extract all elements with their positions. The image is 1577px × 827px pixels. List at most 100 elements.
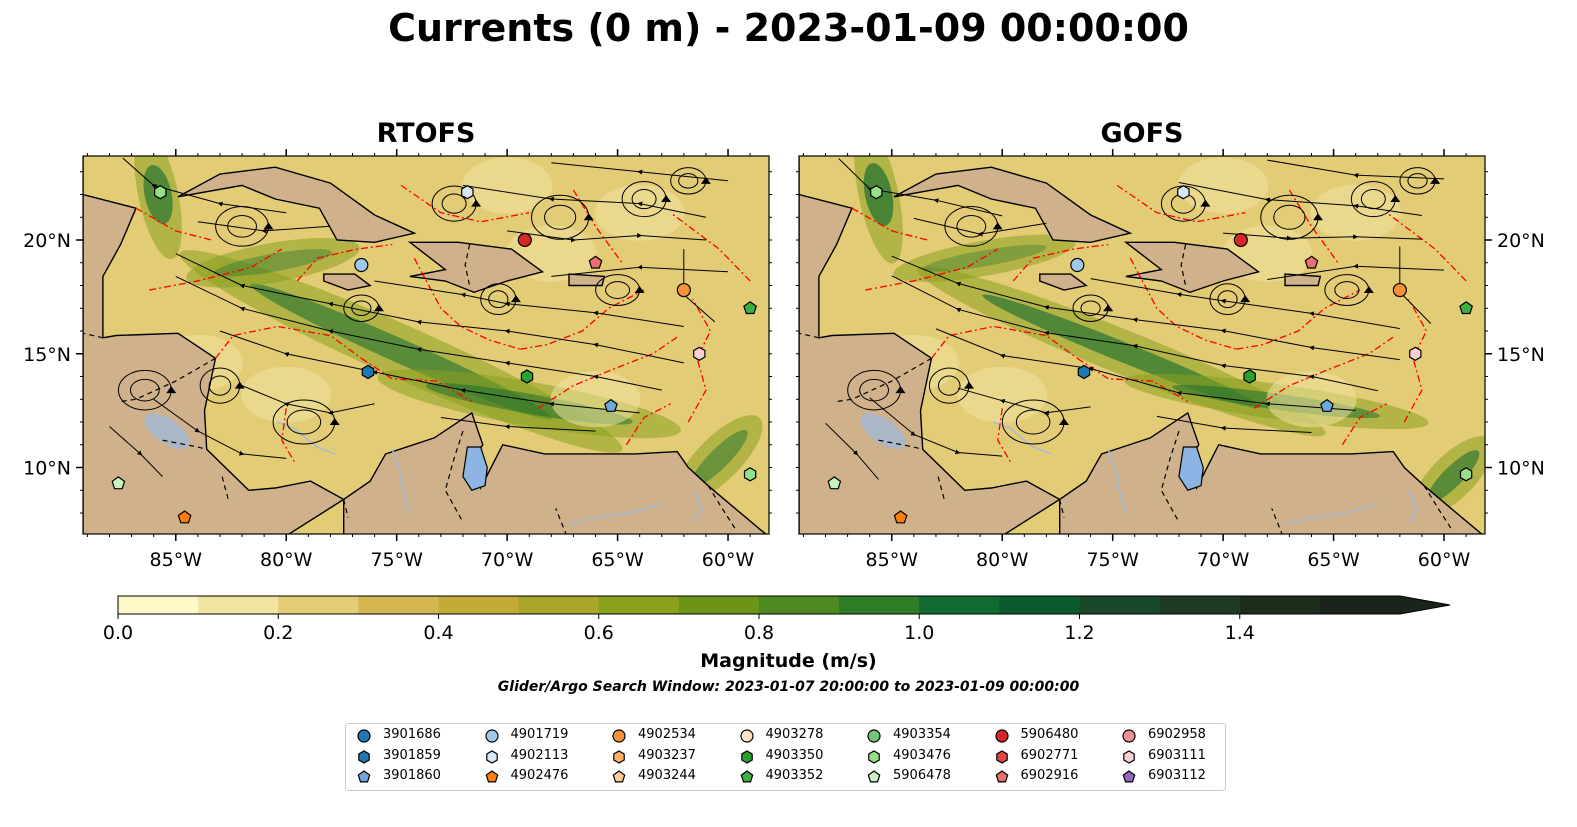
streamline [197,221,331,234]
legend-marker [867,729,881,743]
current-calm-patch [1178,157,1269,214]
current-speed-core [690,429,748,487]
eez-boundary [1403,298,1428,423]
platform-marker [1177,185,1190,200]
platform-marker [743,301,758,315]
streamline-arrow [583,213,594,221]
platform-marker [1409,346,1422,361]
legend-label: 3901859 [383,747,441,763]
circle-marker-icon [739,729,754,743]
colorbar-swatch [759,596,840,614]
map-frame [82,155,770,535]
legend-marker [1123,749,1135,764]
colorbar-tick-label: 1.2 [1064,622,1094,644]
eez-boundary [1012,243,1109,282]
streamline-arrow [992,222,1003,230]
pentagon-marker-icon [995,770,1008,783]
legend-marker [739,729,754,743]
map-panel-rtofs [83,156,769,534]
streamline [1090,278,1400,330]
country-border [836,357,932,403]
streamline-arrow [1058,418,1069,425]
streamline-arrow [471,199,482,207]
panel-title-gofs: GOFS [1100,118,1184,149]
platform-marker [361,364,375,380]
streamline [825,422,879,480]
eddy-streamline [351,300,372,316]
platform-marker [1320,398,1334,412]
hexagon-marker-icon [613,749,625,764]
streamline-arrow [700,176,711,184]
country-border [878,439,923,450]
eez-boundary [149,248,283,291]
colorbar-swatch [278,596,359,614]
legend-label: 4902476 [510,768,569,783]
streamline [507,230,706,243]
colorbar-swatch [358,596,439,614]
eddy-streamline [129,378,160,402]
eez-boundary [296,243,393,282]
river-line [1284,503,1378,526]
pentagon-marker-icon [357,770,371,783]
legend-label: 5906478 [893,768,951,783]
streamline [1223,232,1422,241]
colorbar-tick-label: 0.0 [103,622,133,644]
map-panel-gofs [799,156,1485,534]
hexagon-marker-icon [740,749,753,764]
lake-nicaragua [144,413,190,449]
eez-boundary [625,403,671,446]
platform-marker [676,282,691,298]
streamline [891,255,1400,361]
river-line [568,503,662,526]
current-calm-patch [550,371,641,428]
platform-marker [1392,282,1407,298]
search-window-text: Glider/Argo Search Window: 2023-01-07 20… [497,679,1080,695]
platform-marker [743,467,757,482]
legend-label: 4903476 [893,747,951,763]
legend-label: 6902958 [1148,727,1206,742]
streamline-arrow [510,295,521,303]
colorbar-swatch [1319,596,1401,614]
legend-label: 4903278 [765,727,824,742]
lake-maracaibo [1178,446,1204,491]
legend-label: 4903237 [638,747,696,763]
legend-marker [485,749,498,764]
colorbar-outline [117,595,1451,615]
current-calm-patch [241,366,332,423]
platform-marker [354,257,369,273]
streamline [551,264,729,277]
legend-marker [867,770,881,783]
platform-marker [1070,257,1085,273]
eddy-streamline [956,215,987,238]
lake-maracaibo [462,446,488,491]
lon-tick-label: 60°W [702,549,755,571]
eez-boundary [1253,335,1396,409]
legend-label: 6903112 [1148,768,1206,783]
platform-marker [588,255,603,269]
eddy-streamline [488,290,509,309]
legend-label: 3901686 [383,727,441,742]
lon-tick-label: 75°W [370,549,423,571]
lat-tick-label: 20°N [23,230,71,252]
platform-marker [893,510,908,524]
platform-marker [1304,255,1319,269]
eddy-streamline [678,173,699,189]
streamline [440,417,596,432]
streamline-arrow [661,195,672,203]
hexagon-marker-icon [995,749,1008,764]
legend-label: 5906480 [1020,727,1079,742]
country-border [83,332,104,339]
streamline-arrow [895,386,906,394]
colorbar-tick-label: 0.2 [263,622,293,644]
eddy-streamline [1273,204,1306,230]
streamline [935,328,1356,411]
colorbar-swatch [198,596,279,614]
legend-label: 4902534 [638,727,696,742]
lon-tick-label: 70°W [1197,549,1250,571]
eddy-streamline [859,378,890,402]
legend-marker [357,770,371,783]
lon-tick-label: 80°W [260,549,313,571]
colorbar-swatch [1239,596,1321,614]
river-line [277,421,336,455]
colorbar-extend-arrow [1400,596,1450,614]
